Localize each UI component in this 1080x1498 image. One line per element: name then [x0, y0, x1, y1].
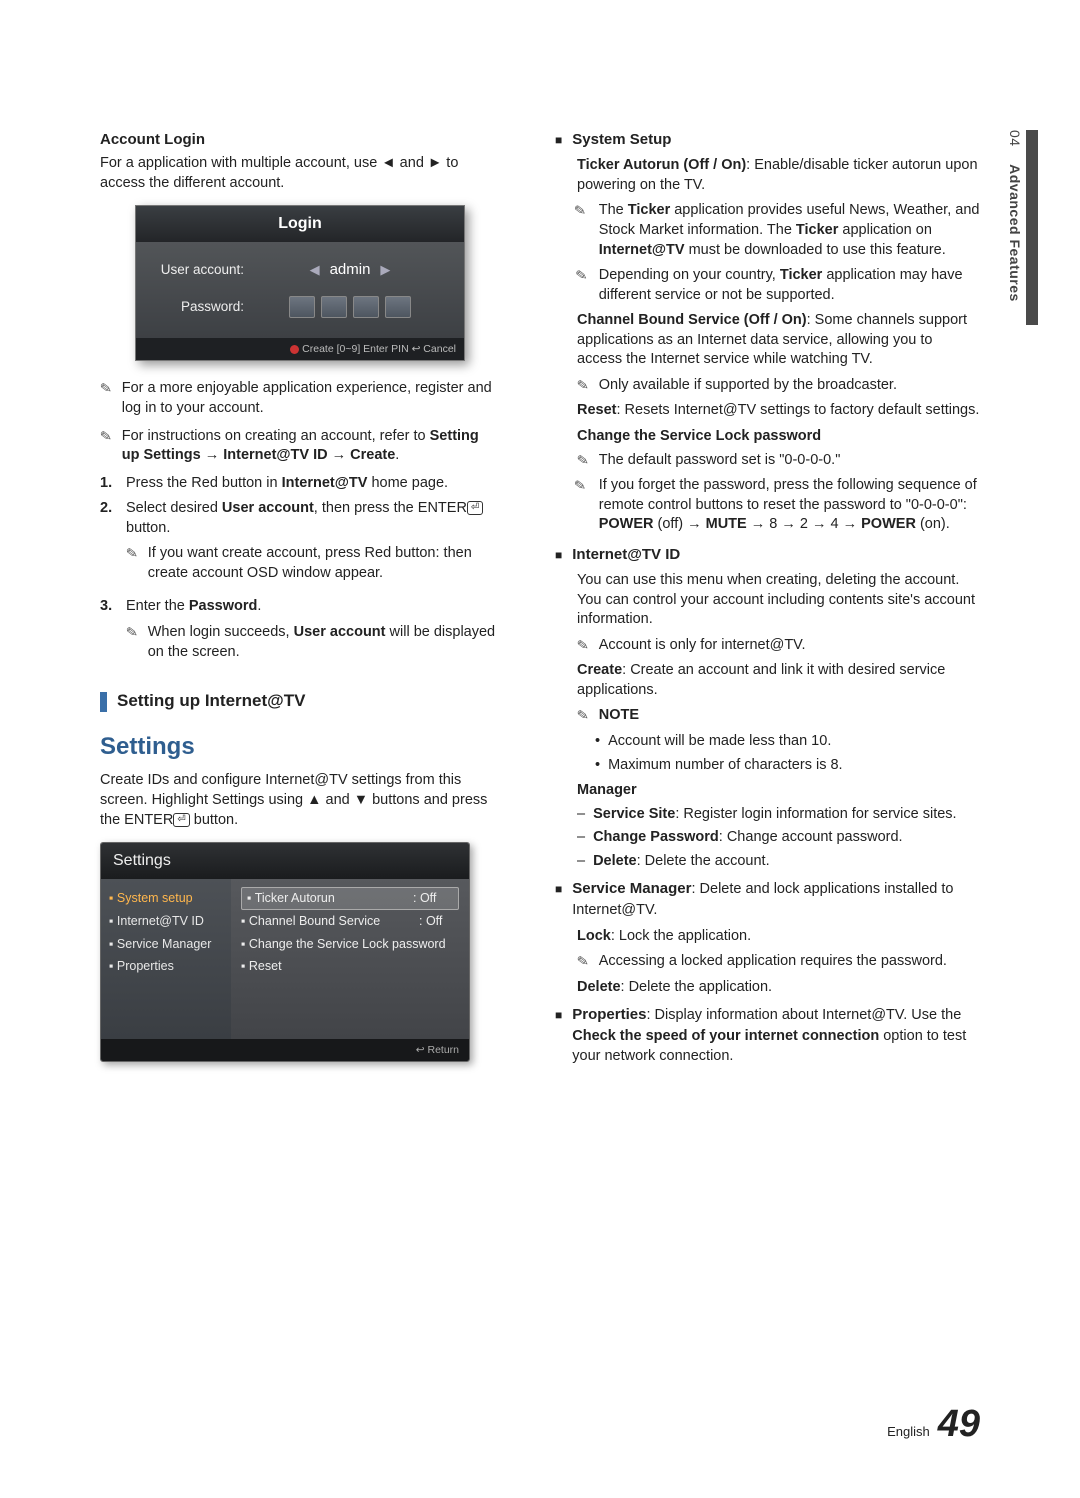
settings-window-footer: ↩ Return	[101, 1039, 469, 1061]
chapter-tab: 04 Advanced Features	[1005, 130, 1024, 302]
login-title: Login	[136, 206, 464, 242]
manager-delete: Delete: Delete the account.	[555, 852, 980, 872]
delete-app-para: Delete: Delete the application.	[555, 978, 980, 998]
manager-change-pw: Change Password: Change account password…	[555, 828, 980, 848]
reset-para: Reset: Resets Internet@TV settings to fa…	[555, 401, 980, 421]
note-icon: ✎	[574, 265, 591, 305]
note-icon: ✎	[576, 635, 590, 656]
default-pw-note: The default password set is "0-0-0-0."	[599, 451, 841, 471]
note-icon: ✎	[125, 544, 139, 564]
internet-tv-id-heading: Internet@TV ID	[555, 545, 980, 565]
manager-service-site: Service Site: Register login information…	[555, 805, 980, 825]
forgot-pw-note: If you forget the password, press the fo…	[599, 476, 980, 535]
settings-intro: Create IDs and configure Internet@TV set…	[100, 771, 500, 830]
chapter-num: 04	[1007, 130, 1023, 147]
arrow-left-icon[interactable]: ◀	[310, 261, 320, 279]
password-box-3[interactable]	[353, 296, 379, 318]
note-create-instructions: For instructions on creating an account,…	[122, 427, 500, 466]
ticker-autorun-para: Ticker Autorun (Off / On): Enable/disabl…	[555, 156, 980, 195]
step-1: Press the Red button in Internet@TV home…	[100, 474, 500, 494]
pane-change-lock-pw[interactable]: ▪ Change the Service Lock password	[241, 933, 459, 956]
internet-tv-id-body: You can use this menu when creating, del…	[555, 571, 980, 630]
cbs-note: Only available if supported by the broad…	[599, 376, 897, 396]
lock-para: Lock: Lock the application.	[555, 927, 980, 947]
login-dialog: Login User account: ◀ admin ▶ Password:	[135, 205, 465, 361]
properties-heading: Properties: Display information about In…	[555, 1005, 980, 1067]
note-register: For a more enjoyable application experie…	[122, 379, 500, 418]
enter-icon: ⏎	[173, 813, 189, 827]
chapter-tab-bar	[1026, 130, 1038, 325]
account-login-heading: Account Login	[100, 130, 500, 150]
manager-heading: Manager	[555, 781, 980, 801]
lock-note: Accessing a locked application requires …	[599, 952, 947, 972]
footer-lang: English	[887, 1423, 930, 1441]
account-only-note: Account is only for internet@TV.	[599, 636, 806, 656]
user-account-value[interactable]: admin	[330, 260, 371, 280]
settings-window: Settings ▪ System setup ▪ Internet@TV ID…	[100, 842, 470, 1062]
note-account-count: Account will be made less than 10.	[555, 732, 980, 752]
note-icon: ✎	[99, 379, 113, 399]
step-3: Enter the Password. ✎ When login succeed…	[100, 597, 500, 670]
note-icon: ✎	[573, 476, 593, 536]
pane-channel-bound[interactable]: ▪ Channel Bound Service : Off	[241, 910, 459, 933]
nav-system-setup[interactable]: ▪ System setup	[109, 887, 223, 910]
footer-page-number: 49	[938, 1399, 980, 1450]
note-icon: ✎	[576, 706, 590, 727]
note-max-chars: Maximum number of characters is 8.	[555, 756, 980, 776]
password-box-4[interactable]	[385, 296, 411, 318]
nav-internet-tv-id[interactable]: ▪ Internet@TV ID	[109, 910, 223, 933]
note-icon: ✎	[125, 622, 139, 642]
password-box-2[interactable]	[321, 296, 347, 318]
pane-ticker-autorun[interactable]: ▪ Ticker Autorun : Off	[241, 887, 459, 910]
nav-properties[interactable]: ▪ Properties	[109, 955, 223, 978]
note-icon: ✎	[576, 450, 590, 471]
login-footer: Create [0~9] Enter PIN ↩ Cancel	[136, 338, 464, 360]
enter-icon: ⏎	[467, 501, 483, 515]
settings-window-title: Settings	[101, 843, 469, 879]
account-login-intro: For a application with multiple account,…	[100, 154, 500, 193]
note-icon: ✎	[99, 426, 113, 446]
step-2: Select desired User account, then press …	[100, 499, 500, 591]
note-icon: ✎	[573, 201, 593, 261]
password-label: Password:	[152, 298, 244, 316]
setup-internet-tv-heading: Setting up Internet@TV	[100, 690, 500, 713]
chapter-title: Advanced Features	[1007, 164, 1023, 302]
settings-nav: ▪ System setup ▪ Internet@TV ID ▪ Servic…	[101, 879, 231, 1039]
cbs-para: Channel Bound Service (Off / On): Some c…	[555, 311, 980, 370]
system-setup-heading: System Setup	[555, 130, 980, 150]
change-lock-pw-heading: Change the Service Lock password	[555, 427, 980, 447]
red-button-icon	[290, 345, 299, 354]
nav-service-manager[interactable]: ▪ Service Manager	[109, 933, 223, 956]
ticker-note-2: Depending on your country, Ticker applic…	[599, 266, 980, 305]
note-label: NOTE	[599, 706, 639, 726]
page-footer: English 49	[887, 1399, 980, 1450]
password-box-1[interactable]	[289, 296, 315, 318]
create-para: Create: Create an account and link it wi…	[555, 661, 980, 700]
note-icon: ✎	[576, 375, 590, 396]
arrow-right-icon[interactable]: ▶	[380, 261, 390, 279]
service-manager-heading: Service Manager: Delete and lock applica…	[555, 879, 980, 920]
pane-reset[interactable]: ▪ Reset	[241, 955, 459, 978]
user-account-label: User account:	[152, 261, 244, 279]
ticker-note-1: The Ticker application provides useful N…	[599, 201, 980, 260]
note-icon: ✎	[576, 951, 590, 972]
settings-heading: Settings	[100, 731, 500, 763]
